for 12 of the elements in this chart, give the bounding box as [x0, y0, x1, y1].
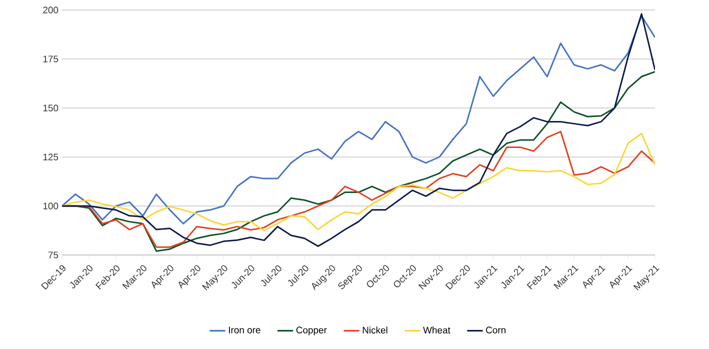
legend-label: Wheat [423, 326, 450, 334]
y-tick-label: 175 [43, 56, 58, 62]
y-tick-label: 125 [43, 154, 58, 160]
legend-label: Nickel [362, 326, 388, 334]
y-tick-label: 200 [43, 6, 58, 14]
legend-label: Copper [296, 326, 327, 336]
line-series [62, 132, 656, 232]
y-tick-label: 75 [48, 252, 58, 258]
legend-label: Corn [486, 326, 506, 334]
legend-label: Iron ore [228, 326, 260, 334]
y-tick-label: 100 [43, 202, 58, 210]
y-tick-label: 150 [43, 104, 58, 112]
